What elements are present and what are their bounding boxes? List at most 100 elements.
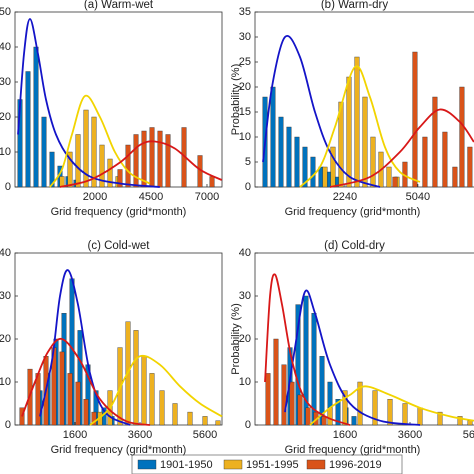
bar: [402, 403, 408, 426]
bar: [91, 116, 97, 188]
bar: [412, 51, 418, 188]
y-tick-label: 30: [0, 76, 11, 88]
bar: [149, 373, 155, 426]
bar: [305, 407, 311, 426]
bar: [335, 399, 341, 426]
fit-curve: [49, 94, 151, 188]
bar: [386, 166, 392, 188]
y-axis-label: Probability (%): [230, 64, 242, 136]
bar: [342, 390, 348, 426]
fit-curve: [89, 354, 223, 426]
x-axis-label: Grid frequency (grid*month): [285, 206, 421, 218]
bar: [165, 134, 171, 188]
bar: [141, 130, 147, 188]
bar: [387, 399, 393, 426]
x-axis-label: Grid frequency (grid*month): [51, 206, 187, 218]
panel-title: (b) Warm-dry: [321, 0, 389, 11]
bar: [286, 126, 292, 188]
bar: [33, 46, 39, 188]
y-tick-label: 40: [0, 41, 11, 53]
x-tick-label: 5600: [193, 429, 217, 441]
y-tick-label: 20: [0, 111, 11, 123]
fit-curve: [59, 140, 223, 188]
bar: [49, 151, 55, 188]
bar: [437, 411, 443, 426]
bar: [289, 381, 295, 426]
bar: [422, 136, 428, 188]
bar: [91, 411, 97, 426]
bar: [302, 146, 308, 188]
bar: [117, 169, 123, 188]
y-tick-label: 0: [245, 181, 251, 193]
bar: [172, 403, 178, 426]
bar: [141, 356, 147, 426]
y-tick-label: 30: [0, 290, 11, 302]
x-tick-label: 5040: [406, 191, 430, 203]
bar: [270, 86, 276, 188]
y-tick-label: 0: [5, 419, 11, 431]
bar: [297, 394, 303, 426]
bar: [281, 364, 287, 426]
bar: [209, 176, 215, 188]
fit-curve: [21, 337, 151, 426]
bar: [357, 381, 363, 426]
bar: [265, 373, 271, 426]
bar: [310, 156, 316, 188]
bar: [452, 166, 458, 188]
bar: [133, 330, 139, 426]
x-tick-label: 1600: [333, 429, 357, 441]
bar: [432, 96, 438, 188]
y-tick-label: 10: [239, 131, 251, 143]
bar: [303, 295, 309, 426]
bar: [67, 373, 73, 426]
panel-title: (c) Cold-wet: [88, 240, 151, 252]
y-axis-label: Probability (%): [230, 303, 242, 375]
bar: [327, 407, 333, 426]
bar: [322, 166, 328, 188]
y-tick-label: 0: [245, 419, 251, 431]
fit-curve: [264, 273, 351, 426]
bar: [362, 96, 368, 188]
x-axis-label: Grid frequency (grid*month): [51, 444, 187, 456]
legend-box: [131, 454, 403, 474]
bar: [459, 86, 465, 188]
bar: [133, 134, 139, 188]
bar: [159, 390, 165, 426]
bar: [273, 338, 279, 426]
y-tick-label: 30: [239, 290, 251, 302]
fit-curve: [39, 269, 131, 426]
x-tick-label: 1600: [63, 429, 87, 441]
x-tick-label: 3600: [398, 429, 422, 441]
fit-curve: [284, 289, 421, 426]
bar: [370, 136, 376, 188]
bar: [67, 151, 73, 188]
bar: [99, 144, 105, 188]
y-tick-label: 10: [0, 376, 11, 388]
y-tick-label: 5: [245, 156, 251, 168]
bar: [351, 416, 357, 426]
y-tick-label: 15: [239, 106, 251, 118]
bar: [294, 136, 300, 188]
bar: [83, 109, 89, 188]
fit-curve: [299, 65, 421, 188]
legend-label: 1951-1995: [246, 459, 299, 471]
y-tick-label: 35: [239, 6, 251, 18]
bar: [187, 411, 193, 426]
bar: [157, 130, 163, 188]
fit-curve: [309, 385, 474, 426]
fit-curve: [329, 108, 474, 188]
y-tick-label: 20: [239, 81, 251, 93]
panel-title: (a) Warm-wet: [84, 0, 154, 11]
bar: [107, 158, 113, 188]
bar: [149, 127, 155, 188]
bar: [35, 373, 41, 426]
y-tick-label: 10: [239, 376, 251, 388]
legend-label: 1996-2019: [329, 459, 382, 471]
y-tick-label: 50: [0, 6, 11, 18]
legend-swatch: [137, 459, 157, 470]
y-tick-label: 25: [239, 56, 251, 68]
bar: [278, 116, 284, 188]
y-tick-label: 40: [239, 247, 251, 259]
legend-swatch: [223, 459, 243, 470]
